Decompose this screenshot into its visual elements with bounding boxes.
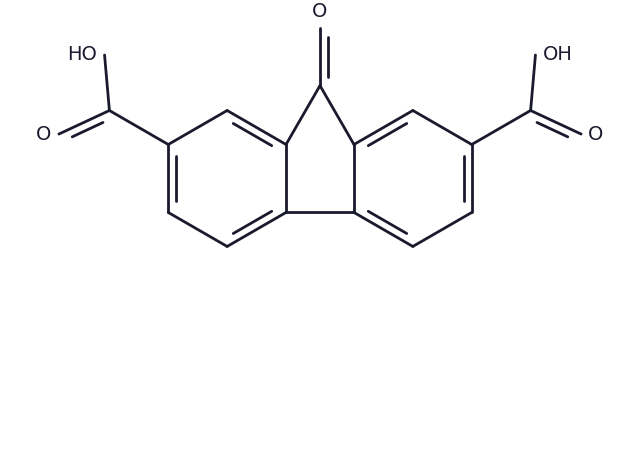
Text: O: O: [588, 125, 604, 143]
Text: OH: OH: [543, 46, 573, 64]
Text: O: O: [36, 125, 52, 143]
Text: O: O: [312, 1, 328, 21]
Text: HO: HO: [67, 46, 97, 64]
